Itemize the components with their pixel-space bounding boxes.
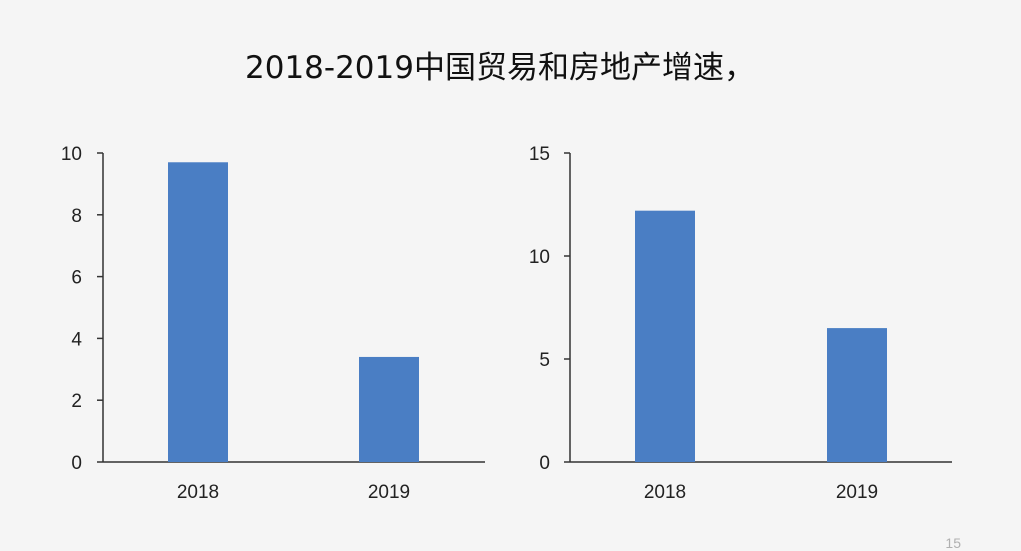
y-tick-label: 4 — [71, 329, 82, 350]
x-tick-label: 2018 — [644, 482, 686, 503]
page-number: 15 — [945, 535, 961, 551]
x-tick-label: 2018 — [177, 482, 219, 503]
y-tick-label: 10 — [61, 144, 82, 165]
bar-2018 — [168, 162, 228, 462]
y-tick-label: 10 — [529, 247, 550, 268]
bar-2019 — [827, 328, 887, 462]
x-tick-label: 2019 — [368, 482, 410, 503]
y-tick-label: 0 — [539, 453, 550, 474]
slide-title: 2018-2019中国贸易和房地产增速， — [245, 50, 755, 86]
x-tick-label: 2019 — [836, 482, 878, 503]
y-tick-label: 0 — [71, 453, 82, 474]
y-tick-label: 2 — [71, 391, 82, 412]
y-tick-label: 8 — [71, 206, 82, 227]
bar-2019 — [359, 356, 419, 462]
bar-2018 — [635, 210, 695, 462]
y-tick-label: 5 — [539, 350, 550, 371]
y-tick-label: 15 — [529, 144, 550, 165]
y-tick-label: 6 — [71, 268, 82, 289]
